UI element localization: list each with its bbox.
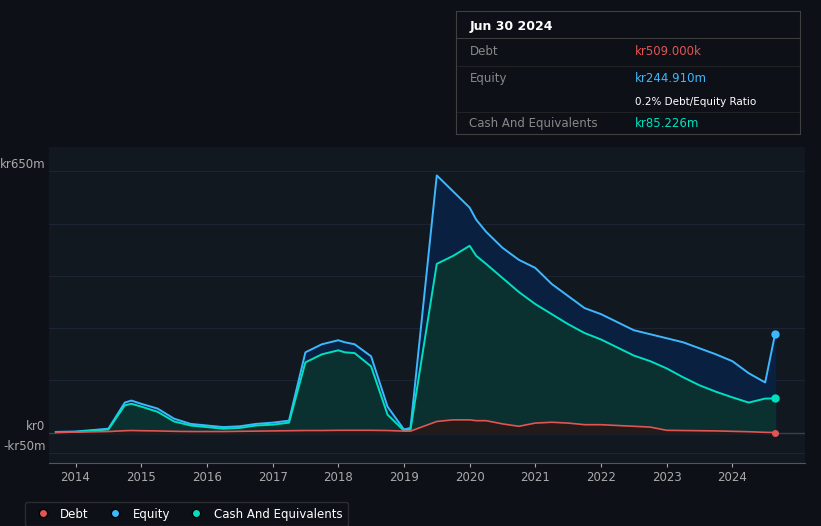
Text: kr0: kr0 <box>26 420 45 433</box>
Text: kr650m: kr650m <box>0 158 45 171</box>
Text: Jun 30 2024: Jun 30 2024 <box>470 21 553 34</box>
Text: -kr50m: -kr50m <box>3 440 45 453</box>
Legend: Debt, Equity, Cash And Equivalents: Debt, Equity, Cash And Equivalents <box>25 502 348 526</box>
Text: kr244.910m: kr244.910m <box>635 72 707 85</box>
Text: kr85.226m: kr85.226m <box>635 117 699 130</box>
Text: Cash And Equivalents: Cash And Equivalents <box>470 117 598 130</box>
Text: Debt: Debt <box>470 45 498 58</box>
Text: 0.2% Debt/Equity Ratio: 0.2% Debt/Equity Ratio <box>635 97 756 107</box>
Text: kr509.000k: kr509.000k <box>635 45 702 58</box>
Text: Equity: Equity <box>470 72 507 85</box>
